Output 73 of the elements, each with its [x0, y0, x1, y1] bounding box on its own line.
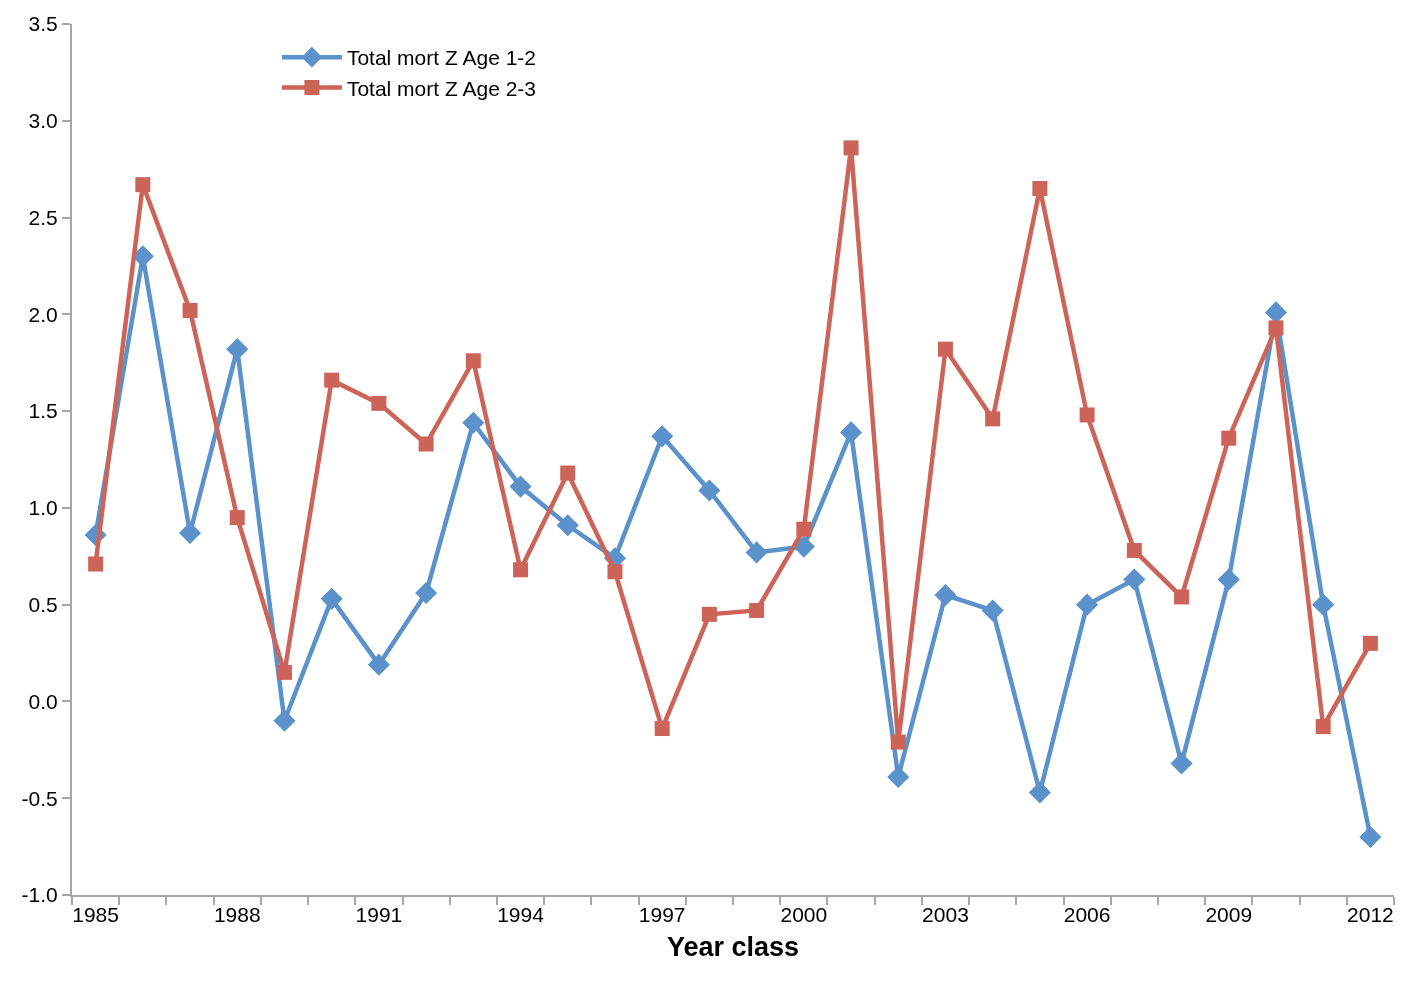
point: [937, 341, 953, 357]
point: [276, 664, 292, 680]
point: [135, 177, 151, 193]
point: [839, 421, 863, 444]
point: [1079, 407, 1095, 423]
y-tick-label: 0.0: [28, 689, 58, 713]
point: [745, 541, 768, 564]
point: [320, 587, 343, 610]
y-tick-label: 3.0: [28, 109, 58, 133]
legend-label: Total mort Z Age 2-3: [346, 76, 536, 100]
point: [1315, 719, 1331, 735]
point: [1170, 752, 1193, 775]
point: [226, 338, 249, 361]
point: [796, 521, 812, 537]
point: [418, 436, 434, 452]
point: [1217, 568, 1240, 591]
x-tick-label: 1985: [72, 903, 119, 927]
point: [1359, 825, 1382, 848]
point: [749, 602, 765, 618]
point: [462, 411, 485, 434]
y-tick-label: 2.5: [28, 205, 58, 229]
y-tick-label: 3.5: [28, 12, 58, 36]
point: [1123, 568, 1146, 591]
point: [607, 564, 623, 580]
point: [273, 709, 296, 732]
x-tick-label: 1997: [638, 903, 686, 927]
point: [367, 653, 390, 676]
point: [981, 599, 1004, 622]
point: [1221, 430, 1237, 446]
point: [509, 475, 532, 498]
point: [415, 582, 438, 605]
point: [1174, 589, 1190, 605]
point: [556, 514, 579, 537]
point: [654, 721, 670, 737]
x-tick-label: 1988: [213, 903, 261, 927]
point: [1076, 593, 1099, 616]
x-tick-label: 2009: [1205, 903, 1253, 927]
y-tick-label: 0.5: [28, 593, 58, 617]
point: [651, 425, 674, 448]
point: [88, 556, 104, 572]
point: [985, 411, 1001, 427]
point: [178, 522, 202, 545]
y-tick-label: -0.5: [21, 786, 58, 810]
point: [1312, 593, 1335, 616]
x-tick-label: 2012: [1347, 903, 1394, 927]
point: [324, 372, 340, 388]
point: [1268, 320, 1284, 336]
point: [890, 734, 906, 750]
y-tick-label: 1.5: [28, 399, 58, 423]
legend-label: Total mort Z Age 1-2: [346, 46, 536, 70]
point: [371, 395, 387, 411]
point: [698, 479, 721, 502]
x-tick-label: 2003: [922, 903, 969, 927]
point: [513, 562, 529, 578]
point: [1126, 542, 1142, 558]
y-tick-label: -1.0: [21, 883, 58, 907]
point: [1032, 181, 1048, 197]
point: [701, 606, 717, 622]
x-tick-label: 1991: [355, 903, 403, 927]
point: [1362, 635, 1378, 651]
point: [934, 583, 957, 607]
x-tick-label: 1994: [497, 903, 545, 927]
x-tick-label: 2000: [780, 903, 828, 927]
x-axis-title: Year class: [666, 932, 800, 963]
point: [1028, 781, 1051, 804]
y-tick-label: 2.0: [28, 302, 58, 326]
point: [465, 353, 481, 369]
x-tick-label: 2006: [1063, 903, 1111, 927]
point: [560, 465, 576, 481]
point: [229, 510, 245, 526]
point: [182, 302, 198, 318]
y-tick-label: 1.0: [28, 496, 58, 520]
point: [843, 140, 859, 156]
